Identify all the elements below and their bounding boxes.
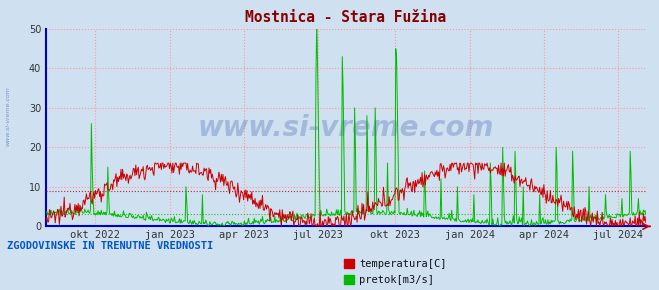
Text: www.si-vreme.com: www.si-vreme.com — [198, 114, 494, 142]
Title: Mostnica - Stara Fužina: Mostnica - Stara Fužina — [245, 10, 447, 25]
Legend: temperatura[C], pretok[m3/s]: temperatura[C], pretok[m3/s] — [344, 259, 447, 285]
Text: ZGODOVINSKE IN TRENUTNE VREDNOSTI: ZGODOVINSKE IN TRENUTNE VREDNOSTI — [7, 241, 213, 251]
Text: www.si-vreme.com: www.si-vreme.com — [5, 86, 11, 146]
